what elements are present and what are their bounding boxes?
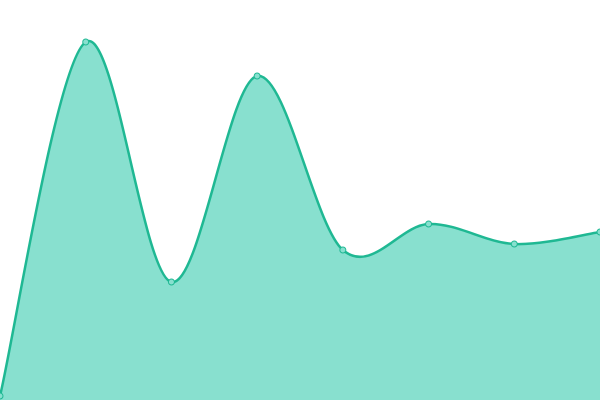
data-point: [167, 278, 175, 286]
data-point: [82, 38, 90, 46]
area-fill: [0, 41, 600, 400]
area-line: [0, 40, 600, 397]
data-point: [0, 392, 4, 400]
data-point: [596, 228, 600, 236]
data-point: [510, 240, 518, 248]
data-point: [339, 246, 347, 254]
data-point: [253, 72, 261, 80]
data-point: [425, 220, 433, 228]
